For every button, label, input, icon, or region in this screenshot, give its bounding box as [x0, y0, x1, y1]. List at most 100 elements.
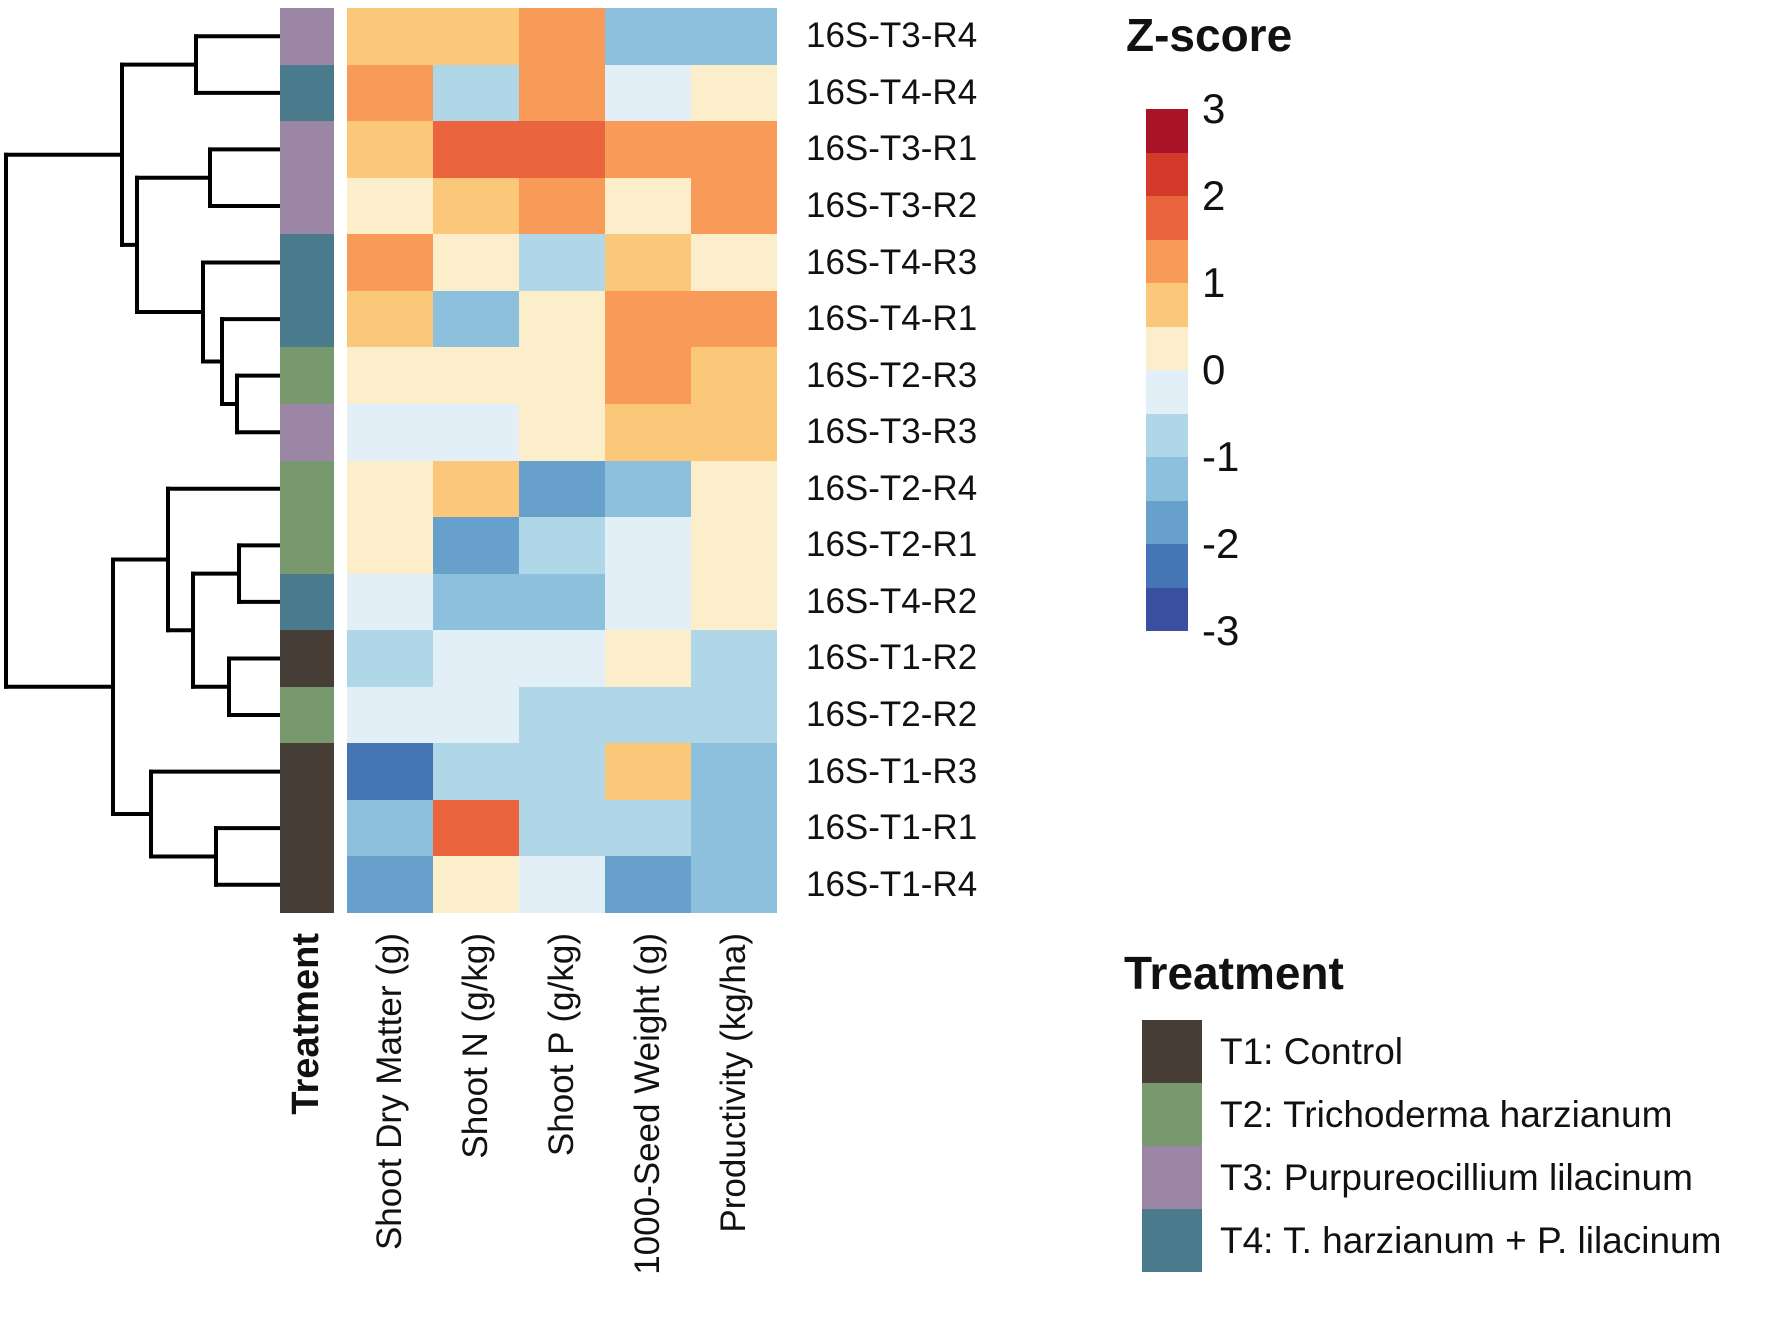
treatment-annotation-cell [280, 799, 334, 857]
treatment-t2-label: T2: Trichoderma harzianum [1220, 1093, 1673, 1135]
heatmap-cell [519, 64, 605, 122]
heatmap-cell [605, 290, 691, 348]
column-label: Productivity (kg/ha) [714, 933, 753, 1233]
annotation-column-label: Treatment [285, 933, 327, 1115]
treatment-annotation-cell [280, 347, 334, 404]
heatmap-cell [347, 743, 433, 800]
heatmap-cell [605, 630, 691, 687]
treatment-t4-swatch [1142, 1209, 1202, 1272]
row-label: 16S-T1-R3 [806, 751, 978, 791]
colorbar-segment [1146, 283, 1188, 327]
heatmap-cell [605, 64, 691, 122]
treatment-t4-label: T4: T. harzianum + P. lilacinum [1220, 1219, 1722, 1261]
heatmap-cell [605, 234, 691, 291]
treatment-annotation-cell [280, 686, 334, 744]
colorbar-segment [1146, 587, 1188, 631]
heatmap-grid [347, 8, 777, 913]
treatment-annotation-column [280, 8, 334, 913]
heatmap-cell [691, 177, 777, 235]
heatmap-cell [519, 743, 605, 800]
heatmap-cell [691, 573, 777, 631]
treatment-t1-swatch [1142, 1020, 1202, 1083]
treatment-t1-label: T1: Control [1220, 1030, 1404, 1072]
heatmap-cell [347, 686, 433, 744]
heatmap-cell [347, 517, 433, 574]
row-label: 16S-T2-R3 [806, 355, 978, 395]
heatmap-cell [433, 743, 519, 800]
heatmap-cell [347, 8, 433, 65]
heatmap-cell [691, 403, 777, 461]
treatment-annotation-cell [280, 234, 334, 291]
heatmap-cell [605, 403, 691, 461]
heatmap-cell [433, 517, 519, 574]
heatmap-cell [433, 403, 519, 461]
heatmap-cell [347, 573, 433, 631]
heatmap-cell [519, 290, 605, 348]
treatment-annotation-cell [280, 64, 334, 122]
heatmap-cell [519, 517, 605, 574]
row-label: 16S-T1-R2 [806, 638, 978, 678]
row-label: 16S-T1-R1 [806, 808, 978, 848]
treatment-legend-item: T3: Purpureocillium lilacinum [1142, 1146, 1721, 1209]
heatmap-cell [605, 8, 691, 65]
treatment-legend-item: T2: Trichoderma harzianum [1142, 1083, 1721, 1146]
colorbar-segment [1146, 152, 1188, 196]
row-label: 16S-T2-R4 [806, 468, 978, 508]
heatmap-cell [691, 8, 777, 65]
treatment-annotation-cell [280, 573, 334, 631]
heatmap-cell [433, 573, 519, 631]
heatmap-cell [691, 460, 777, 518]
heatmap-cell [433, 856, 519, 913]
treatment-annotation-cell [280, 743, 334, 800]
treatment-legend: T1: Control T2: Trichoderma harzianum T3… [1142, 1020, 1721, 1272]
heatmap-cell [433, 799, 519, 857]
heatmap-cell [519, 121, 605, 178]
row-label: 16S-T4-R1 [806, 299, 978, 339]
treatment-annotation-cell [280, 177, 334, 235]
heatmap-cell [347, 799, 433, 857]
heatmap-cell [347, 121, 433, 178]
colorbar-segment [1146, 500, 1188, 544]
heatmap-cell [433, 64, 519, 122]
heatmap-cell [605, 460, 691, 518]
row-label: 16S-T2-R1 [806, 525, 978, 565]
row-label: 16S-T3-R3 [806, 412, 978, 452]
colorbar-segment [1146, 370, 1188, 414]
heatmap-cell [691, 630, 777, 687]
heatmap-cell [519, 799, 605, 857]
heatmap-cell [519, 234, 605, 291]
heatmap-cell [519, 573, 605, 631]
heatmap-cell [347, 290, 433, 348]
treatment-legend-item: T4: T. harzianum + P. lilacinum [1142, 1209, 1721, 1272]
zscore-tick: 2 [1202, 172, 1226, 219]
zscore-tick: 1 [1202, 259, 1226, 306]
heatmap-cell [519, 856, 605, 913]
heatmap-cell [691, 234, 777, 291]
heatmap-cell [347, 856, 433, 913]
heatmap-cell [691, 743, 777, 800]
row-label: 16S-T3-R4 [806, 16, 978, 56]
heatmap-cell [691, 799, 777, 857]
row-label: 16S-T4-R2 [806, 581, 978, 621]
row-label: 16S-T1-R4 [806, 864, 978, 904]
treatment-annotation-cell [280, 121, 334, 178]
heatmap-cell [347, 403, 433, 461]
heatmap-cell [605, 517, 691, 574]
heatmap-cell [433, 290, 519, 348]
heatmap-cell [433, 121, 519, 178]
heatmap-cell [519, 686, 605, 744]
heatmap-cell [691, 64, 777, 122]
treatment-legend-item: T1: Control [1142, 1020, 1721, 1083]
heatmap-cell [433, 347, 519, 404]
treatment-annotation-cell [280, 290, 334, 348]
colorbar-segment [1146, 326, 1188, 370]
colorbar-segment [1146, 413, 1188, 457]
heatmap-cell [433, 8, 519, 65]
row-label: 16S-T3-R2 [806, 185, 978, 225]
heatmap-cell [347, 177, 433, 235]
heatmap-cell [519, 403, 605, 461]
treatment-t3-swatch [1142, 1146, 1202, 1209]
row-dendrogram [4, 34, 281, 887]
colorbar-segment [1146, 196, 1188, 240]
